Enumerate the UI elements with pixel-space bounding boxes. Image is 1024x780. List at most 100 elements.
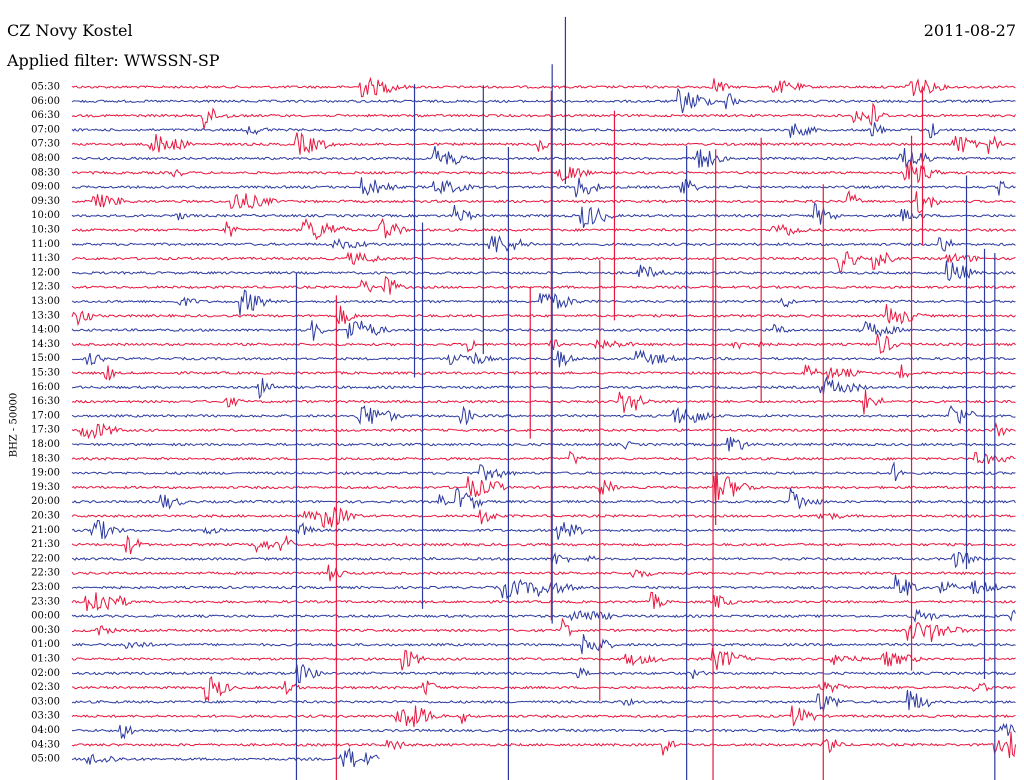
trace — [71, 289, 1016, 316]
traces — [71, 16, 1016, 780]
row-label: 12:30 — [31, 282, 60, 293]
row-label: 08:30 — [31, 167, 60, 178]
trace — [71, 250, 1016, 273]
trace — [71, 333, 1016, 354]
row-label: 13:00 — [31, 296, 60, 307]
date: 2011-08-27 — [924, 21, 1016, 40]
row-label: 05:30 — [31, 82, 60, 93]
trace — [72, 145, 1016, 168]
trace — [71, 564, 1016, 582]
row-label: 17:30 — [31, 425, 60, 436]
trace — [71, 132, 1016, 155]
row-label: 01:30 — [31, 654, 60, 665]
trace — [71, 276, 1016, 295]
row-label: 17:00 — [31, 410, 60, 421]
trace — [71, 608, 1016, 624]
trace — [71, 87, 1016, 114]
row-label: 15:00 — [31, 353, 60, 364]
trace — [71, 647, 1016, 671]
trace — [71, 260, 1016, 282]
row-label: 10:00 — [31, 210, 60, 221]
row-labels: 05:30 06:00 06:30 07:00 07:30 08:00 08:30 09:00… — [31, 82, 60, 765]
trace — [71, 76, 1016, 98]
row-label: 14:30 — [31, 339, 60, 350]
row-label: 20:00 — [31, 496, 60, 507]
axis-label: BHZ - 50000 — [9, 393, 20, 458]
trace — [71, 731, 1016, 759]
trace — [71, 304, 1016, 327]
row-label: 11:30 — [31, 253, 60, 264]
row-label: 01:00 — [31, 639, 60, 650]
row-label: 15:30 — [31, 368, 60, 379]
row-label: 03:30 — [31, 711, 60, 722]
row-label: 05:00 — [31, 754, 60, 765]
row-label: 07:30 — [31, 139, 60, 150]
trace — [71, 461, 1016, 482]
row-label: 00:00 — [31, 611, 60, 622]
trace — [71, 450, 1016, 465]
filter-label: Applied filter: WWSSN-SP — [6, 51, 220, 70]
row-label: 13:30 — [31, 310, 60, 321]
trace — [71, 320, 1016, 341]
trace — [71, 591, 1016, 611]
row-label: 18:30 — [31, 453, 60, 464]
trace — [71, 534, 1016, 555]
trace — [71, 617, 1016, 642]
row-label: 23:00 — [31, 582, 60, 593]
row-label: 00:30 — [31, 625, 60, 636]
row-label: 02:00 — [31, 668, 60, 679]
row-label: 16:00 — [31, 382, 60, 393]
row-label: 11:00 — [31, 239, 60, 250]
trace — [71, 689, 1016, 713]
row-label: 22:00 — [31, 553, 60, 564]
trace — [71, 177, 1016, 198]
trace — [71, 234, 1016, 253]
row-label: 19:00 — [31, 468, 60, 479]
trace — [71, 349, 1016, 368]
row-label: 19:30 — [31, 482, 60, 493]
trace — [71, 747, 380, 768]
trace — [71, 404, 1016, 426]
row-label: 09:30 — [31, 196, 60, 207]
station-title: CZ Novy Kostel — [7, 21, 133, 40]
row-label: 21:00 — [31, 525, 60, 536]
row-label: 20:30 — [31, 511, 60, 522]
trace — [71, 189, 1016, 214]
row-label: 22:30 — [31, 568, 60, 579]
row-label: 03:00 — [31, 696, 60, 707]
trace — [71, 520, 1016, 540]
trace — [71, 202, 1016, 229]
row-label: 21:30 — [31, 539, 60, 550]
trace — [71, 676, 1016, 703]
row-label: 16:30 — [31, 396, 60, 407]
row-label: 09:00 — [31, 182, 60, 193]
row-label: 06:30 — [31, 110, 60, 121]
row-label: 07:00 — [31, 124, 60, 135]
row-label: 23:30 — [31, 596, 60, 607]
trace — [71, 472, 1016, 505]
row-label: 14:00 — [31, 325, 60, 336]
row-label: 06:00 — [31, 96, 60, 107]
row-label: 08:00 — [31, 153, 60, 164]
trace — [71, 217, 1016, 241]
trace — [71, 422, 1016, 440]
row-label: 18:00 — [31, 439, 60, 450]
trace — [71, 389, 1016, 415]
trace — [71, 705, 1016, 728]
trace — [71, 364, 1016, 381]
trace — [71, 487, 1016, 510]
trace — [71, 507, 1016, 529]
trace — [71, 574, 1016, 600]
trace — [71, 102, 1016, 130]
row-label: 02:30 — [31, 682, 60, 693]
trace — [71, 663, 1016, 684]
row-label: 12:00 — [31, 267, 60, 278]
row-label: 04:30 — [31, 739, 60, 750]
row-label: 10:30 — [31, 225, 60, 236]
trace — [71, 634, 1016, 655]
trace — [71, 161, 1016, 184]
trace — [71, 722, 1016, 740]
trace — [71, 122, 1016, 139]
trace — [71, 376, 1016, 400]
